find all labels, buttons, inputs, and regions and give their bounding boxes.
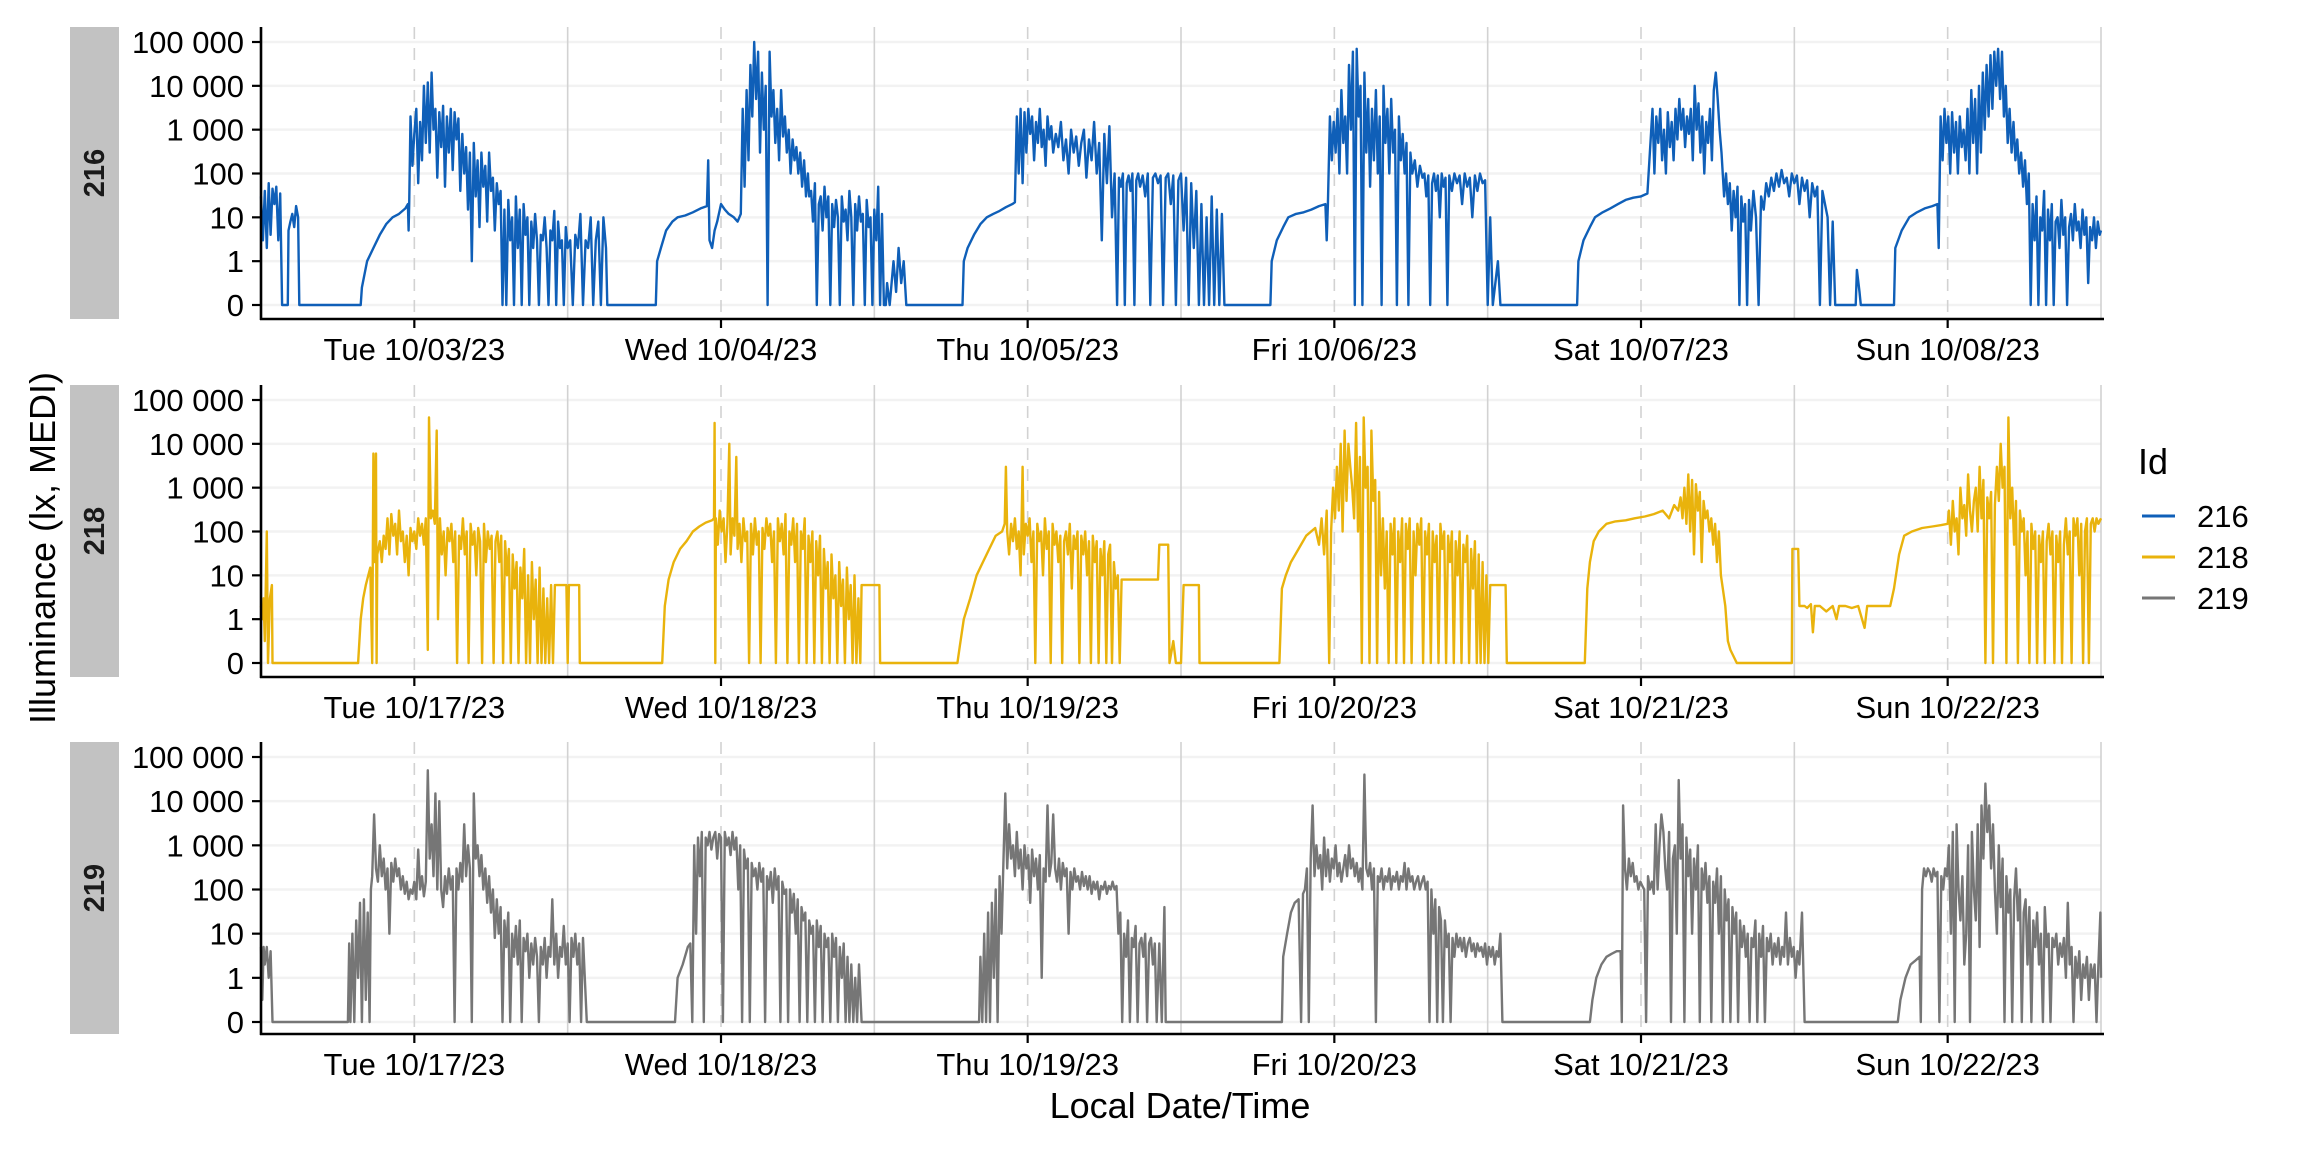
x-tick-label: Wed 10/18/23: [625, 1047, 817, 1082]
x-tick-label: Tue 10/17/23: [324, 690, 506, 725]
y-tick-label: 100 000: [132, 25, 244, 60]
series-line-216: [259, 40, 2103, 307]
panel-216: 216 0 1 10 100 1 000 10 000 100 000 Tue 10/03/23…: [70, 25, 2104, 367]
y-tick-label: 10 000: [149, 784, 244, 819]
legend-item-218: 218: [2142, 540, 2249, 575]
legend-label-218: 218: [2197, 540, 2249, 575]
y-tick-label: 100 000: [132, 740, 244, 775]
x-axis-title: Local Date/Time: [1050, 1085, 1311, 1126]
legend-item-216: 216: [2142, 499, 2249, 534]
x-tick-label: Fri 10/20/23: [1252, 690, 1417, 725]
panel-219: 219 0 1 10 100 1 000 10 000 100 000 Tue 10/17/23…: [70, 740, 2104, 1082]
legend: Id 216 218 219: [2138, 441, 2249, 616]
y-tick-label: 10 000: [149, 69, 244, 104]
x-tick-label: Sat 10/07/23: [1553, 332, 1729, 367]
x-tick-label: Sat 10/21/23: [1553, 1047, 1729, 1082]
y-tick-label: 1 000: [166, 471, 244, 506]
x-tick-label: Thu 10/19/23: [936, 690, 1119, 725]
x-tick-label: Sun 10/22/23: [1855, 690, 2039, 725]
x-tick-label: Fri 10/06/23: [1252, 332, 1417, 367]
x-tick-label: Sun 10/22/23: [1855, 1047, 2039, 1082]
x-tick-label: Tue 10/17/23: [324, 1047, 506, 1082]
facet-strip-218: [70, 385, 119, 677]
facet-strip-label: 219: [79, 864, 111, 912]
y-tick-label: 0: [227, 646, 244, 681]
panel-218: 218 0 1 10 100 1 000 10 000 100 000 Tue 10/17/23…: [70, 383, 2104, 725]
x-tick-label: Wed 10/04/23: [625, 332, 817, 367]
legend-item-219: 219: [2142, 581, 2249, 616]
x-tick-label: Thu 10/19/23: [936, 1047, 1119, 1082]
facet-strip-219: [70, 742, 119, 1034]
legend-label-219: 219: [2197, 581, 2249, 616]
y-tick-label: 100: [192, 157, 244, 192]
y-tick-label: 1 000: [166, 113, 244, 148]
y-tick-label: 100: [192, 873, 244, 908]
x-tick-label: Sun 10/08/23: [1855, 332, 2039, 367]
y-tick-label: 10: [210, 917, 244, 952]
facet-strip-216: [70, 27, 119, 319]
series-line-219: [259, 769, 2103, 1024]
y-tick-label: 10: [210, 200, 244, 235]
y-axis-title: Illuminance (lx, MEDI): [22, 372, 63, 724]
legend-label-216: 216: [2197, 499, 2249, 534]
legend-title: Id: [2138, 441, 2168, 482]
y-tick-label: 100: [192, 515, 244, 550]
y-tick-label: 0: [227, 1005, 244, 1040]
x-tick-label: Wed 10/18/23: [625, 690, 817, 725]
y-tick-label: 10: [210, 558, 244, 593]
series-line-218: [259, 416, 2103, 665]
y-tick-label: 100 000: [132, 383, 244, 418]
y-tick-label: 0: [227, 288, 244, 323]
y-tick-label: 10 000: [149, 427, 244, 462]
x-tick-label: Fri 10/20/23: [1252, 1047, 1417, 1082]
x-tick-label: Sat 10/21/23: [1553, 690, 1729, 725]
y-tick-label: 1: [227, 961, 244, 996]
y-tick-label: 1: [227, 244, 244, 279]
x-tick-label: Tue 10/03/23: [324, 332, 506, 367]
facet-strip-label: 218: [79, 507, 111, 555]
y-tick-label: 1: [227, 602, 244, 637]
facet-strip-label: 216: [79, 149, 111, 197]
x-tick-label: Thu 10/05/23: [936, 332, 1119, 367]
y-tick-label: 1 000: [166, 828, 244, 863]
